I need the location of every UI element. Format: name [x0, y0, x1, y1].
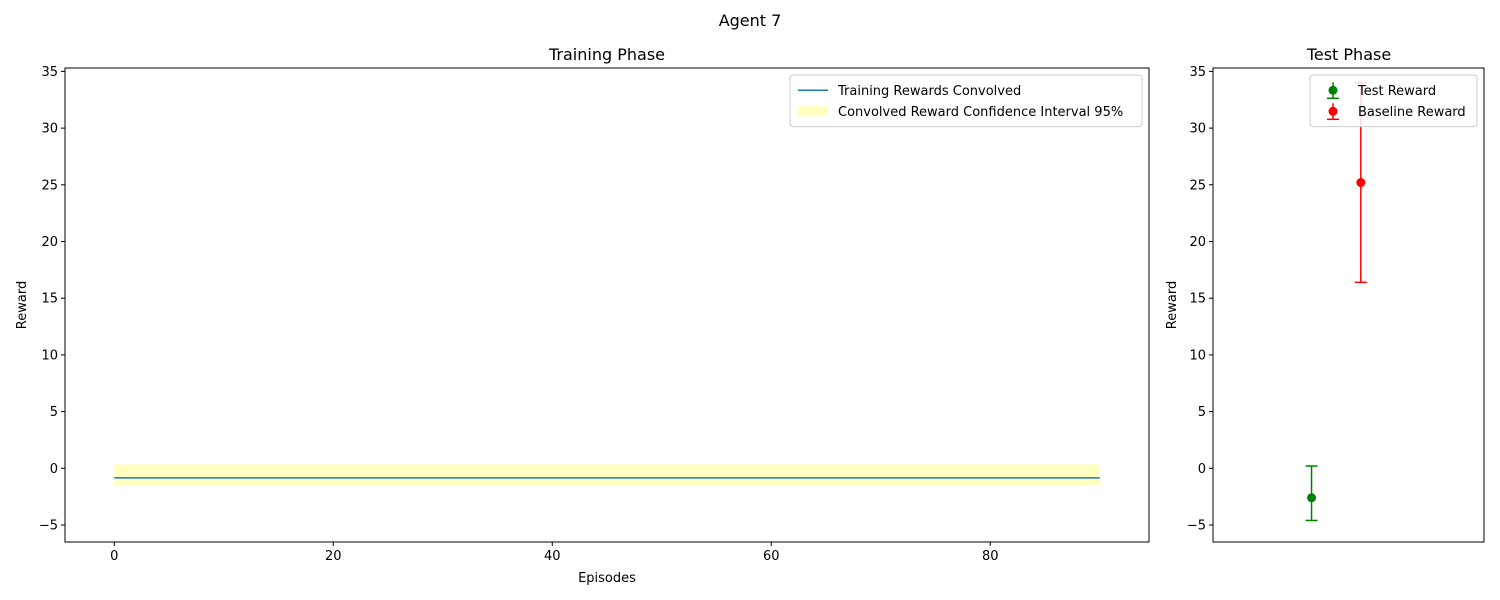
x-tick-label: 20 [325, 549, 342, 564]
y-tick-label: 15 [1189, 292, 1206, 307]
y-tick-label: 0 [1198, 462, 1206, 477]
figure-suptitle: Agent 7 [719, 11, 782, 30]
legend-label: Training Rewards Convolved [837, 84, 1021, 99]
x-tick-label: 80 [982, 549, 999, 564]
errorbar-point [1305, 465, 1318, 522]
y-tick-label: 10 [1189, 348, 1206, 363]
y-tick-label: 30 [1189, 122, 1206, 137]
x-tick-label: 0 [110, 549, 118, 564]
legend-marker-swatch [1328, 106, 1338, 116]
y-tick-label: 35 [41, 65, 58, 80]
x-tick-label: 40 [544, 549, 561, 564]
training-plot-area [114, 464, 1100, 486]
legend-box [1309, 74, 1478, 128]
x-tick-label: 60 [763, 549, 780, 564]
test-phase-axes: Test Phase −5 0 5 10 15 20 25 30 35 Reward Test … [1165, 45, 1485, 543]
test-phase-title: Test Phase [1306, 45, 1391, 64]
y-tick-label: 20 [1189, 235, 1206, 250]
training-xlabel: Episodes [578, 571, 636, 586]
y-tick-label: 20 [41, 235, 58, 250]
confidence-band [114, 464, 1100, 486]
legend-entry: Baseline Reward [1327, 103, 1466, 121]
legend-box [789, 74, 1143, 128]
training-axes-frame [64, 67, 1150, 543]
test-plot-area [1305, 81, 1367, 522]
legend-marker-swatch [1328, 85, 1338, 95]
y-tick-label: 25 [41, 178, 58, 193]
y-tick-label: 15 [41, 292, 58, 307]
training-ylabel: Reward [15, 281, 30, 329]
test-legend: Test Reward Baseline Reward [1309, 74, 1478, 128]
legend-label: Test Reward [1357, 84, 1436, 99]
legend-label: Baseline Reward [1358, 105, 1466, 120]
training-legend: Training Rewards Convolved Convolved Rewa… [789, 74, 1143, 128]
y-tick-label: 35 [1189, 65, 1206, 80]
legend-entry: Test Reward [1327, 82, 1436, 100]
y-tick-label: −5 [1187, 518, 1206, 533]
y-tick-label: 30 [41, 122, 58, 137]
legend-entry: Training Rewards Convolved [798, 84, 1021, 99]
y-tick-label: 5 [1198, 405, 1206, 420]
y-tick-label: 5 [50, 405, 58, 420]
y-tick-label: −5 [39, 518, 58, 533]
y-tick-label: 25 [1189, 178, 1206, 193]
test-ticks: −5 0 5 10 15 20 25 30 35 [1187, 65, 1213, 533]
y-tick-label: 0 [50, 462, 58, 477]
legend-band-swatch [798, 106, 828, 117]
errorbar-marker [1356, 178, 1366, 188]
errorbar-marker [1307, 493, 1317, 503]
test-axes-frame [1212, 67, 1485, 543]
training-phase-title: Training Phase [548, 45, 665, 64]
y-tick-label: 10 [41, 348, 58, 363]
legend-label: Convolved Reward Confidence Interval 95% [838, 105, 1123, 120]
test-ylabel: Reward [1165, 281, 1180, 329]
training-phase-axes: Training Phase −5 0 5 10 15 20 25 30 35 0 20 40 60 80… [15, 45, 1150, 586]
training-ticks: −5 0 5 10 15 20 25 30 35 0 20 40 60 80 [39, 65, 999, 564]
legend-entry: Convolved Reward Confidence Interval 95% [798, 105, 1123, 120]
